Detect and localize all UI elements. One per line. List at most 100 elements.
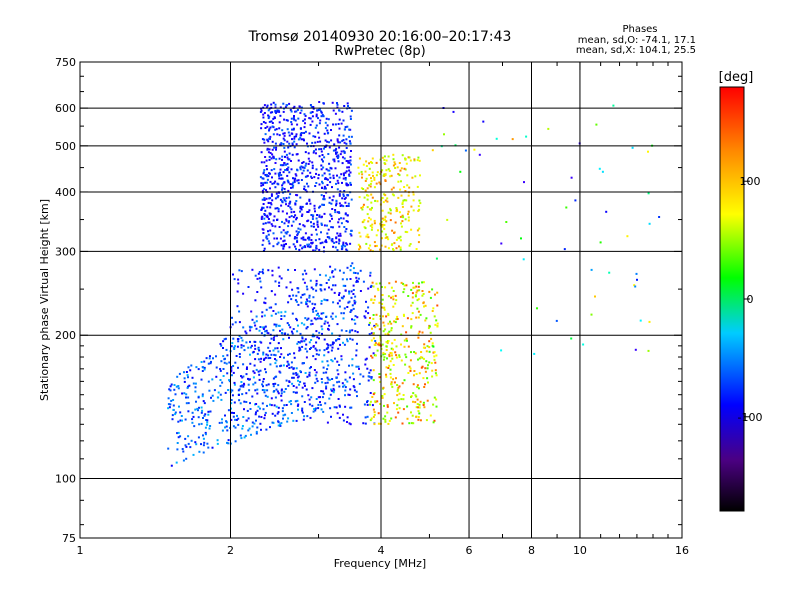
- echo-point: [389, 219, 392, 222]
- echo-point: [300, 322, 303, 325]
- echo-point: [278, 226, 281, 228]
- echo-point: [582, 343, 585, 346]
- echo-point: [272, 336, 275, 339]
- echo-point: [262, 378, 265, 380]
- echo-point: [189, 446, 192, 449]
- echo-point: [258, 349, 261, 352]
- echo-point: [304, 175, 307, 178]
- echo-point: [326, 347, 329, 350]
- echo-point: [230, 370, 233, 373]
- echo-point: [344, 177, 347, 179]
- echo-point: [313, 307, 316, 309]
- echo-point: [333, 160, 336, 163]
- echo-point: [633, 284, 636, 287]
- echo-point: [179, 419, 182, 422]
- echo-point: [303, 382, 306, 385]
- echo-point: [428, 340, 431, 343]
- echo-point: [381, 217, 384, 220]
- echo-point: [636, 278, 638, 281]
- echo-point: [389, 320, 391, 323]
- echo-point: [297, 182, 300, 185]
- echo-point: [342, 119, 345, 122]
- echo-point: [272, 157, 275, 160]
- echo-point: [378, 373, 381, 375]
- grid-lines: [80, 62, 682, 538]
- echo-point: [329, 265, 332, 268]
- echo-point: [187, 410, 190, 413]
- echo-point: [257, 358, 260, 361]
- echo-point: [304, 238, 307, 241]
- echo-point: [417, 406, 419, 409]
- echo-point: [233, 348, 236, 350]
- echo-point: [349, 171, 352, 174]
- echo-point: [317, 407, 320, 410]
- echo-point: [344, 212, 347, 215]
- echo-point: [245, 373, 248, 376]
- echo-point: [293, 237, 296, 240]
- echo-point: [254, 324, 257, 327]
- echo-point: [279, 329, 281, 332]
- echo-point: [301, 162, 304, 164]
- echo-point: [464, 149, 467, 152]
- echo-point: [371, 226, 374, 229]
- echo-point: [378, 344, 381, 347]
- echo-point: [242, 326, 245, 329]
- echo-point: [303, 132, 306, 134]
- echo-point: [410, 205, 413, 208]
- echo-point: [278, 134, 281, 137]
- echo-point: [361, 176, 363, 179]
- echo-point: [318, 315, 320, 318]
- echo-point: [296, 330, 299, 333]
- echo-point: [278, 127, 281, 130]
- echo-point: [308, 238, 311, 241]
- echo-point: [289, 193, 292, 196]
- echo-point: [279, 143, 282, 146]
- echo-point: [293, 118, 296, 121]
- echo-point: [392, 378, 395, 381]
- echo-point: [291, 288, 294, 291]
- echo-point: [283, 146, 286, 149]
- echo-point: [274, 106, 277, 109]
- echo-point: [194, 386, 197, 389]
- echo-point: [308, 243, 311, 246]
- echo-point: [321, 174, 324, 177]
- echo-point: [341, 278, 344, 281]
- echo-point: [279, 198, 282, 201]
- echo-point: [373, 222, 376, 225]
- echo-point: [281, 158, 283, 161]
- echo-point: [348, 394, 351, 396]
- y-tick-label: 300: [55, 245, 76, 258]
- echo-point: [251, 425, 254, 428]
- echo-point: [326, 178, 329, 181]
- echo-point: [273, 237, 276, 240]
- echo-point: [301, 213, 304, 216]
- echo-point: [323, 288, 326, 291]
- echo-point: [219, 368, 222, 370]
- echo-point: [384, 418, 387, 421]
- echo-point: [359, 245, 361, 248]
- echo-point: [292, 372, 295, 375]
- echo-point: [304, 372, 307, 374]
- echo-point: [434, 361, 437, 364]
- echo-point: [261, 326, 264, 329]
- echo-point: [316, 109, 319, 112]
- echo-point: [392, 290, 395, 292]
- echo-point: [387, 367, 390, 369]
- echo-point: [395, 208, 398, 211]
- echo-point: [283, 222, 286, 225]
- echo-point: [233, 278, 236, 281]
- echo-point: [495, 137, 498, 140]
- echo-point: [264, 133, 267, 136]
- echo-point: [418, 199, 421, 202]
- echo-point: [346, 166, 349, 169]
- echo-point: [307, 236, 310, 239]
- echo-point: [279, 106, 282, 109]
- echo-point: [292, 216, 295, 219]
- echo-point: [422, 301, 425, 304]
- echo-point: [282, 137, 285, 140]
- echo-point: [290, 132, 293, 135]
- echo-point: [396, 384, 399, 386]
- echo-point: [186, 386, 189, 389]
- echo-point: [343, 157, 346, 160]
- echo-point: [395, 299, 398, 302]
